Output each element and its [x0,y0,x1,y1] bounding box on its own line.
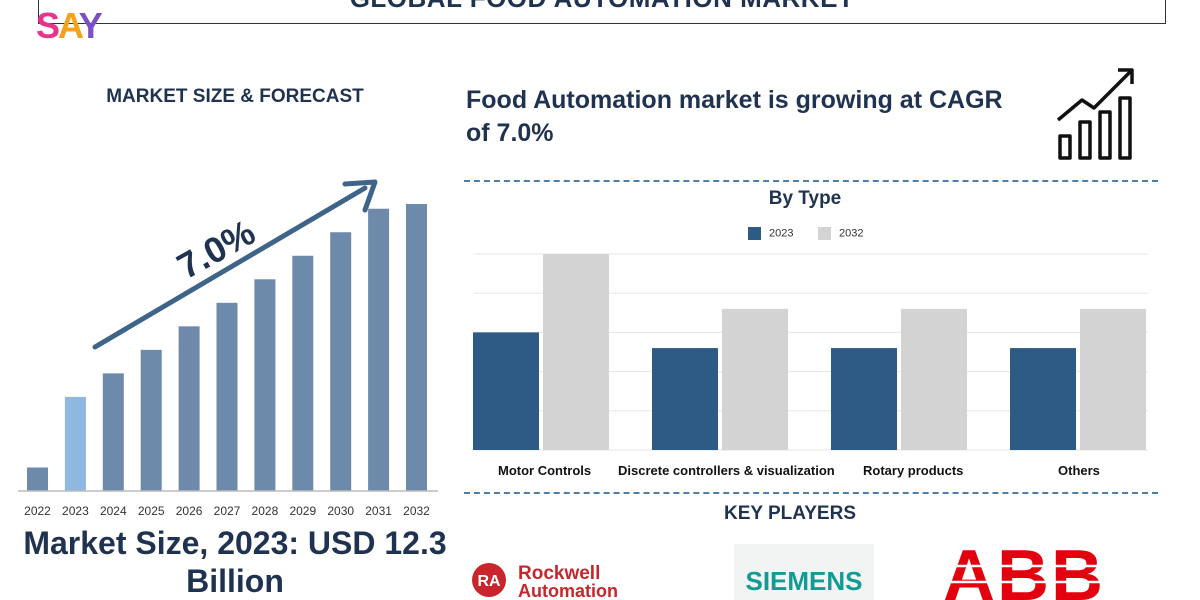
forecast-tick-2032: 2032 [403,504,430,518]
forecast-bar-2022 [27,467,48,491]
type-bar-2032-4 [1080,308,1146,450]
say-logo: SAY [36,5,103,46]
rockwell-line-1: Rockwell [518,563,600,584]
forecast-tick-2027: 2027 [214,504,241,518]
category-label-motor-controls: Motor Controls [498,463,592,478]
market-size-2023-text: Market Size, 2023: USD 12.3 Billion [23,525,447,599]
page-title: GLOBAL FOOD AUTOMATION MARKET [38,0,1166,24]
abb-logo: ABB [944,538,1104,600]
rockwell-automation-logo: RA Rockwell Automation [472,563,618,600]
forecast-bar-2030 [330,232,352,491]
forecast-bar-2025 [140,349,162,491]
logo-letter-y: Y [78,5,103,46]
key-players-heading: KEY PLAYERS [724,503,856,524]
category-label-discrete-controllers: Discrete controllers & visualization [618,463,835,478]
legend-label-2023: 2023 [769,227,794,240]
forecast-bar-2032 [406,204,427,491]
type-bar-2032-2 [722,308,788,450]
category-label-others: Others [1058,463,1100,478]
cagr-headline: Food Automation market is growing at CAG… [466,86,1003,147]
section-divider-top [464,180,1158,182]
type-bar-2023-1 [473,332,539,450]
type-bar-2032-1 [543,254,609,450]
legend-item-2032: 2032 [818,227,863,240]
legend-label-2032: 2032 [839,227,864,240]
forecast-tick-2031: 2031 [365,504,392,518]
section-divider-bottom [464,492,1158,494]
by-type-heading: By Type [768,188,842,209]
logo-letter-s: S [36,5,60,46]
growth-chart-icon [1056,68,1134,160]
forecast-bar-2026 [178,326,200,491]
forecast-tick-2026: 2026 [176,504,203,518]
market-size-forecast-heading: MARKET SIZE & FORECAST [106,86,364,107]
forecast-bar-2027 [216,302,238,491]
forecast-bar-2028 [254,279,276,491]
type-bar-2023-2 [652,348,718,450]
market-forecast-bar-chart: 2022 2023 2024 2025 2026 2027 2028 2029 2030 2031… [18,179,438,518]
forecast-bar-2023 [64,396,86,491]
legend-item-2023: 2023 [748,227,793,240]
category-label-rotary-products: Rotary products [863,463,964,478]
rockwell-line-2: Automation [518,581,618,600]
forecast-bar-2029 [292,255,314,491]
type-bar-2023-4 [1010,348,1076,450]
type-bar-2032-3 [901,308,967,450]
forecast-bar-2031 [368,208,390,491]
rockwell-badge-text: RA [477,573,501,590]
logo-letter-a: A [58,5,81,46]
legend-swatch-2032 [818,227,831,240]
forecast-tick-2022: 2022 [24,504,51,518]
forecast-tick-2023: 2023 [62,504,89,518]
legend-swatch-2023 [748,227,761,240]
forecast-tick-2025: 2025 [138,504,165,518]
forecast-tick-2029: 2029 [289,504,316,518]
forecast-tick-2030: 2030 [327,504,354,518]
forecast-bar-2024 [102,373,124,491]
siemens-logo-text: SIEMENS [745,566,862,596]
type-bar-2023-3 [831,348,897,450]
forecast-tick-2024: 2024 [100,504,127,518]
abb-logo-text: ABB [944,538,1104,600]
trend-arrow-icon [92,179,378,350]
siemens-logo: SIEMENS [734,544,874,600]
by-type-bar-chart [473,253,1148,451]
forecast-tick-2028: 2028 [252,504,279,518]
